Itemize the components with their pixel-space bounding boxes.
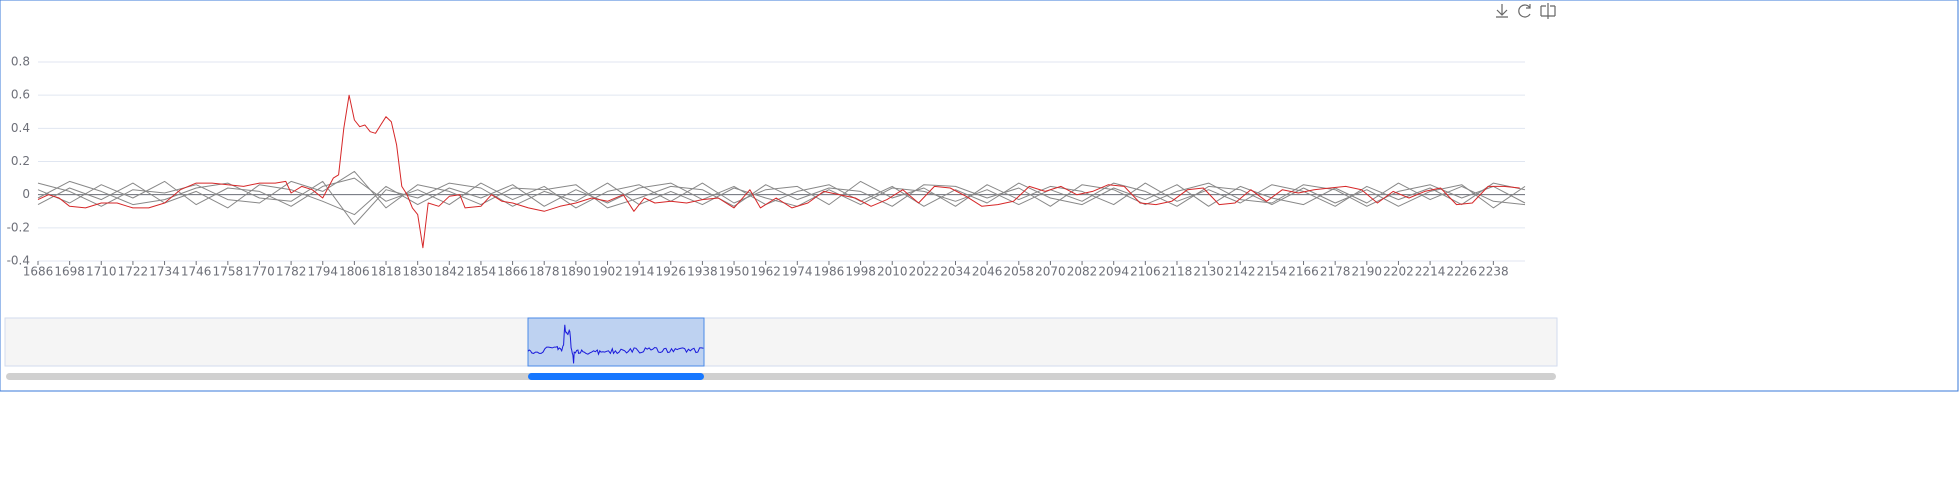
- x-tick-label: 1902: [592, 265, 623, 279]
- series-line: [37, 177, 1526, 209]
- x-tick-label: 2154: [1257, 265, 1288, 279]
- x-tick-label: 2070: [1035, 265, 1066, 279]
- y-tick-label: 0.4: [11, 121, 30, 135]
- x-tick-label: 1794: [307, 265, 338, 279]
- x-tick-label: 1914: [624, 265, 655, 279]
- x-tick-label: 1974: [782, 265, 813, 279]
- series-line: [37, 182, 1526, 216]
- x-tick-label: 2238: [1478, 265, 1509, 279]
- toolbox[interactable]: [1496, 3, 1556, 19]
- series-line: [37, 94, 1520, 249]
- x-tick-label: 1998: [845, 265, 876, 279]
- scrollbar-handle[interactable]: [528, 373, 704, 380]
- x-tick-label: 2226: [1446, 265, 1477, 279]
- x-tick-label: 1770: [244, 265, 275, 279]
- x-tick-label: 1710: [86, 265, 117, 279]
- x-tick-label: 1986: [814, 265, 845, 279]
- x-tick-label: 2202: [1383, 265, 1414, 279]
- x-tick-label: 1938: [687, 265, 718, 279]
- series-line: [37, 170, 1526, 209]
- x-tick-label: 2142: [1225, 265, 1256, 279]
- x-tick-label: 1758: [213, 265, 244, 279]
- x-tick-label: 1866: [497, 265, 528, 279]
- x-tick-label: 1746: [181, 265, 212, 279]
- x-tick-label: 2118: [1162, 265, 1193, 279]
- x-tick-label: 2190: [1352, 265, 1383, 279]
- y-tick-label: 0.6: [11, 88, 30, 102]
- zoom-icon[interactable]: [1540, 3, 1556, 19]
- x-tick-label: 1686: [23, 265, 54, 279]
- y-tick-label: -0.4: [7, 254, 30, 268]
- x-tick-label: 2058: [1004, 265, 1035, 279]
- x-tick-label: 1878: [529, 265, 560, 279]
- scrollbar-track: [6, 373, 1556, 380]
- x-tick-label: 2214: [1415, 265, 1446, 279]
- x-tick-label: 1854: [466, 265, 497, 279]
- x-tick-label: 2022: [909, 265, 940, 279]
- slider-window[interactable]: [527, 317, 705, 367]
- y-tick-label: -0.2: [7, 220, 30, 234]
- x-tick-label: 1782: [276, 265, 307, 279]
- y-tick-label: 0.8: [11, 55, 30, 69]
- x-tick-label: 2094: [1098, 265, 1129, 279]
- x-tick-label: 1734: [149, 265, 180, 279]
- x-tick-label: 1926: [655, 265, 686, 279]
- x-tick-label: 2106: [1130, 265, 1161, 279]
- x-tick-label: 2178: [1320, 265, 1351, 279]
- y-tick-label: 0: [22, 187, 30, 201]
- x-tick-label: 1818: [371, 265, 402, 279]
- x-tick-label: 2046: [972, 265, 1003, 279]
- x-tick-label: 1962: [750, 265, 781, 279]
- x-tick-label: 2130: [1193, 265, 1224, 279]
- x-tick-label: 2010: [877, 265, 908, 279]
- x-tick-label: 2034: [940, 265, 971, 279]
- overview-line: [527, 324, 704, 364]
- x-tick-label: 2166: [1288, 265, 1319, 279]
- x-tick-label: 1830: [402, 265, 433, 279]
- x-tick-label: 2082: [1067, 265, 1098, 279]
- x-tick-label: 1950: [719, 265, 750, 279]
- x-tick-label: 1842: [434, 265, 465, 279]
- save-icon[interactable]: [1496, 4, 1508, 18]
- slider-background: [4, 317, 1558, 367]
- series-line: [37, 180, 1526, 225]
- y-tick-label: 0.2: [11, 154, 30, 168]
- x-tick-label: 1722: [118, 265, 149, 279]
- x-tick-label: 1890: [561, 265, 592, 279]
- x-tick-label: 1806: [339, 265, 370, 279]
- x-tick-label: 1698: [54, 265, 85, 279]
